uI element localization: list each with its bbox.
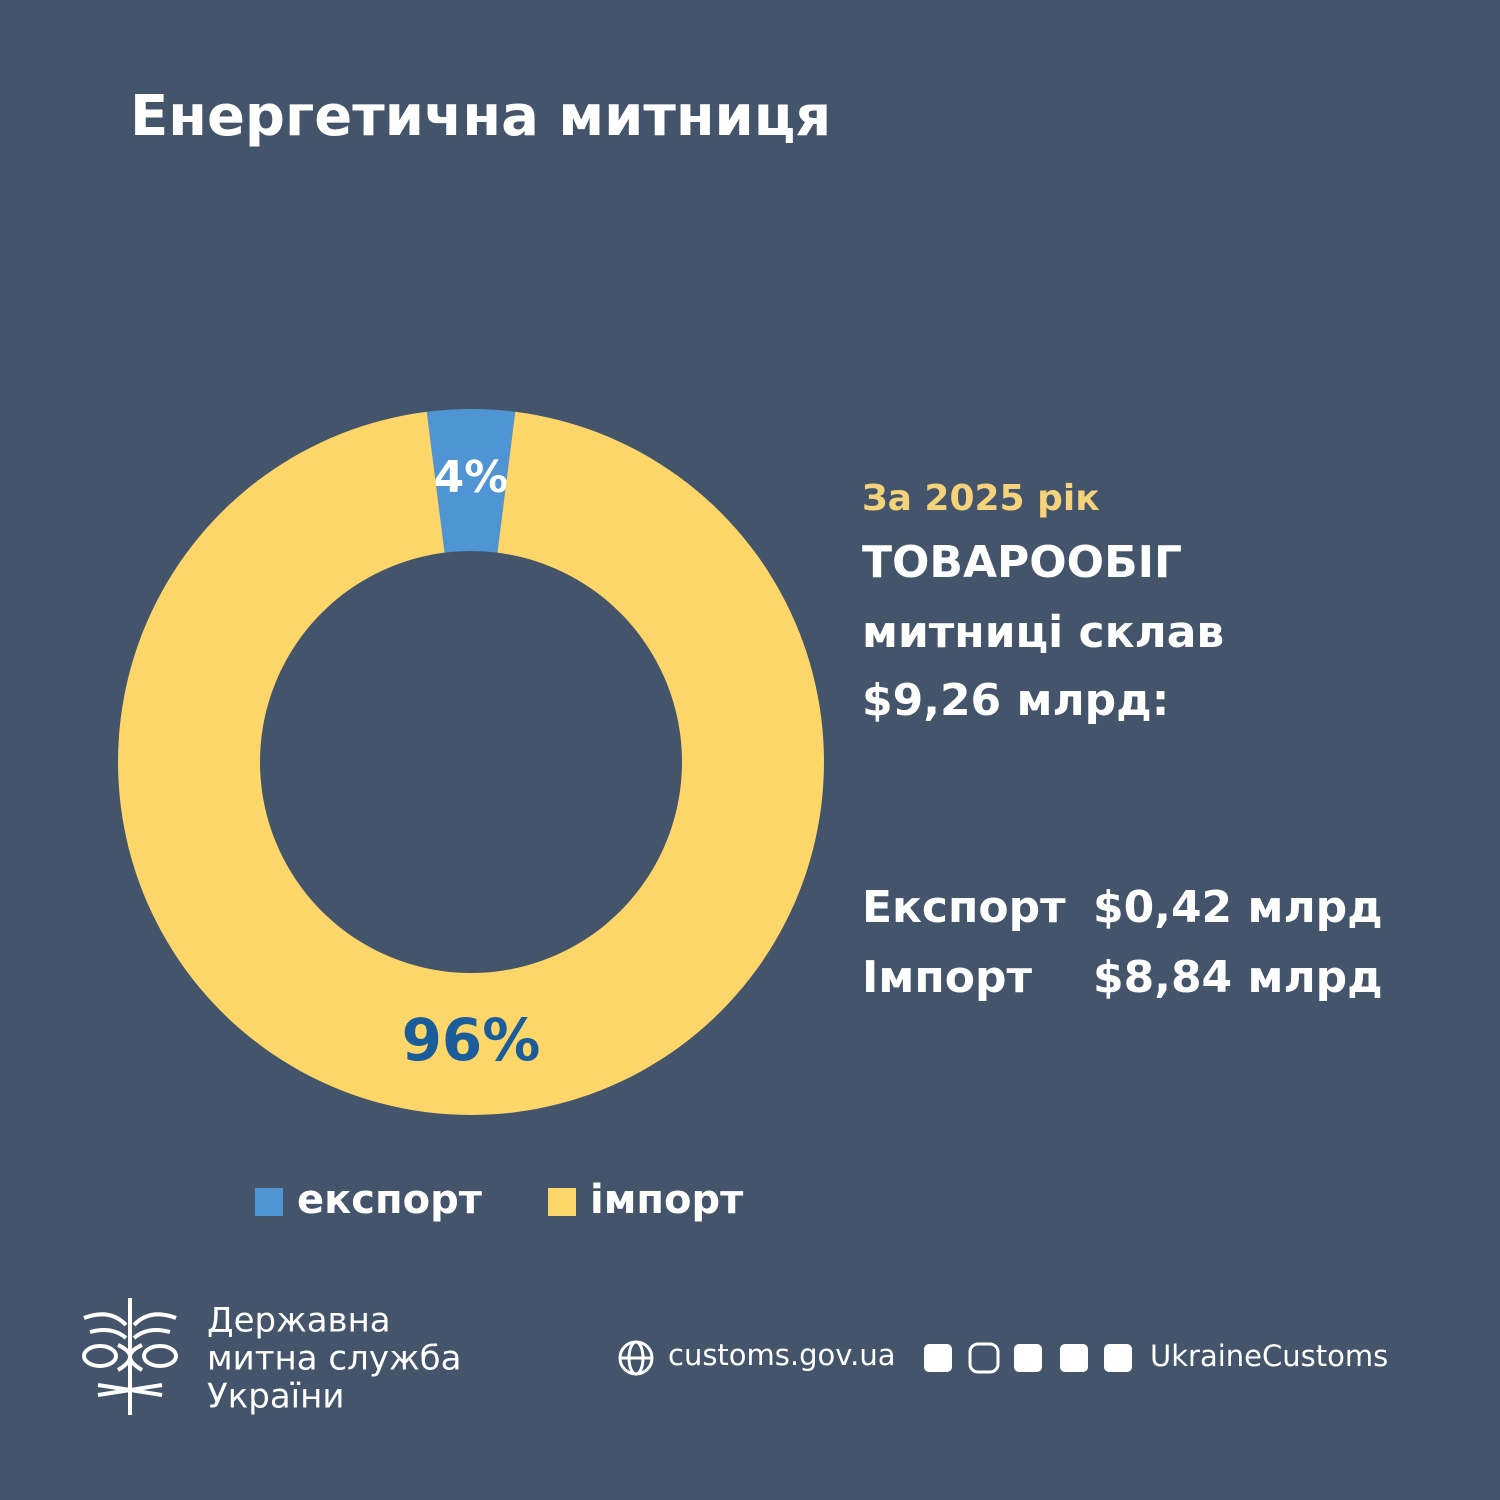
- legend-swatch: [548, 1188, 576, 1216]
- row-label: Експорт: [862, 882, 1066, 933]
- legend-label: імпорт: [590, 1177, 744, 1223]
- period: За 2025 рік: [862, 478, 1100, 519]
- organization: митна служба: [207, 1339, 461, 1379]
- organization: Державна: [207, 1301, 391, 1341]
- headline-line: ТОВАРООБІГ: [862, 537, 1182, 588]
- x-icon[interactable]: [1060, 1344, 1088, 1372]
- legend-swatch: [255, 1188, 283, 1216]
- organization: України: [207, 1377, 344, 1417]
- facebook-icon[interactable]: [924, 1344, 952, 1372]
- donut-segment: [426, 408, 516, 553]
- social-icons: [924, 1342, 1132, 1374]
- instagram-icon[interactable]: [968, 1342, 1000, 1374]
- headline-line: $9,26 млрд:: [862, 675, 1169, 726]
- donut-segment: [117, 411, 825, 1115]
- row-label: Імпорт: [862, 952, 1032, 1003]
- headline-line: митниці склав: [862, 607, 1224, 658]
- row-value: $0,42 млрд: [1093, 882, 1383, 933]
- value-label: 4%: [434, 452, 509, 503]
- chart-title: Енергетична митниця: [130, 84, 831, 149]
- row-value: $8,84 млрд: [1093, 952, 1383, 1003]
- logo: [82, 1298, 178, 1415]
- whatsapp-icon[interactable]: [1014, 1344, 1042, 1372]
- website[interactable]: customs.gov.ua: [668, 1338, 896, 1372]
- handle[interactable]: UkraineCustoms: [1150, 1339, 1388, 1373]
- legend-label: експорт: [297, 1177, 483, 1223]
- web-icon: [618, 1340, 654, 1376]
- value-label: 96%: [402, 1006, 541, 1074]
- telegram-icon[interactable]: [1104, 1344, 1132, 1372]
